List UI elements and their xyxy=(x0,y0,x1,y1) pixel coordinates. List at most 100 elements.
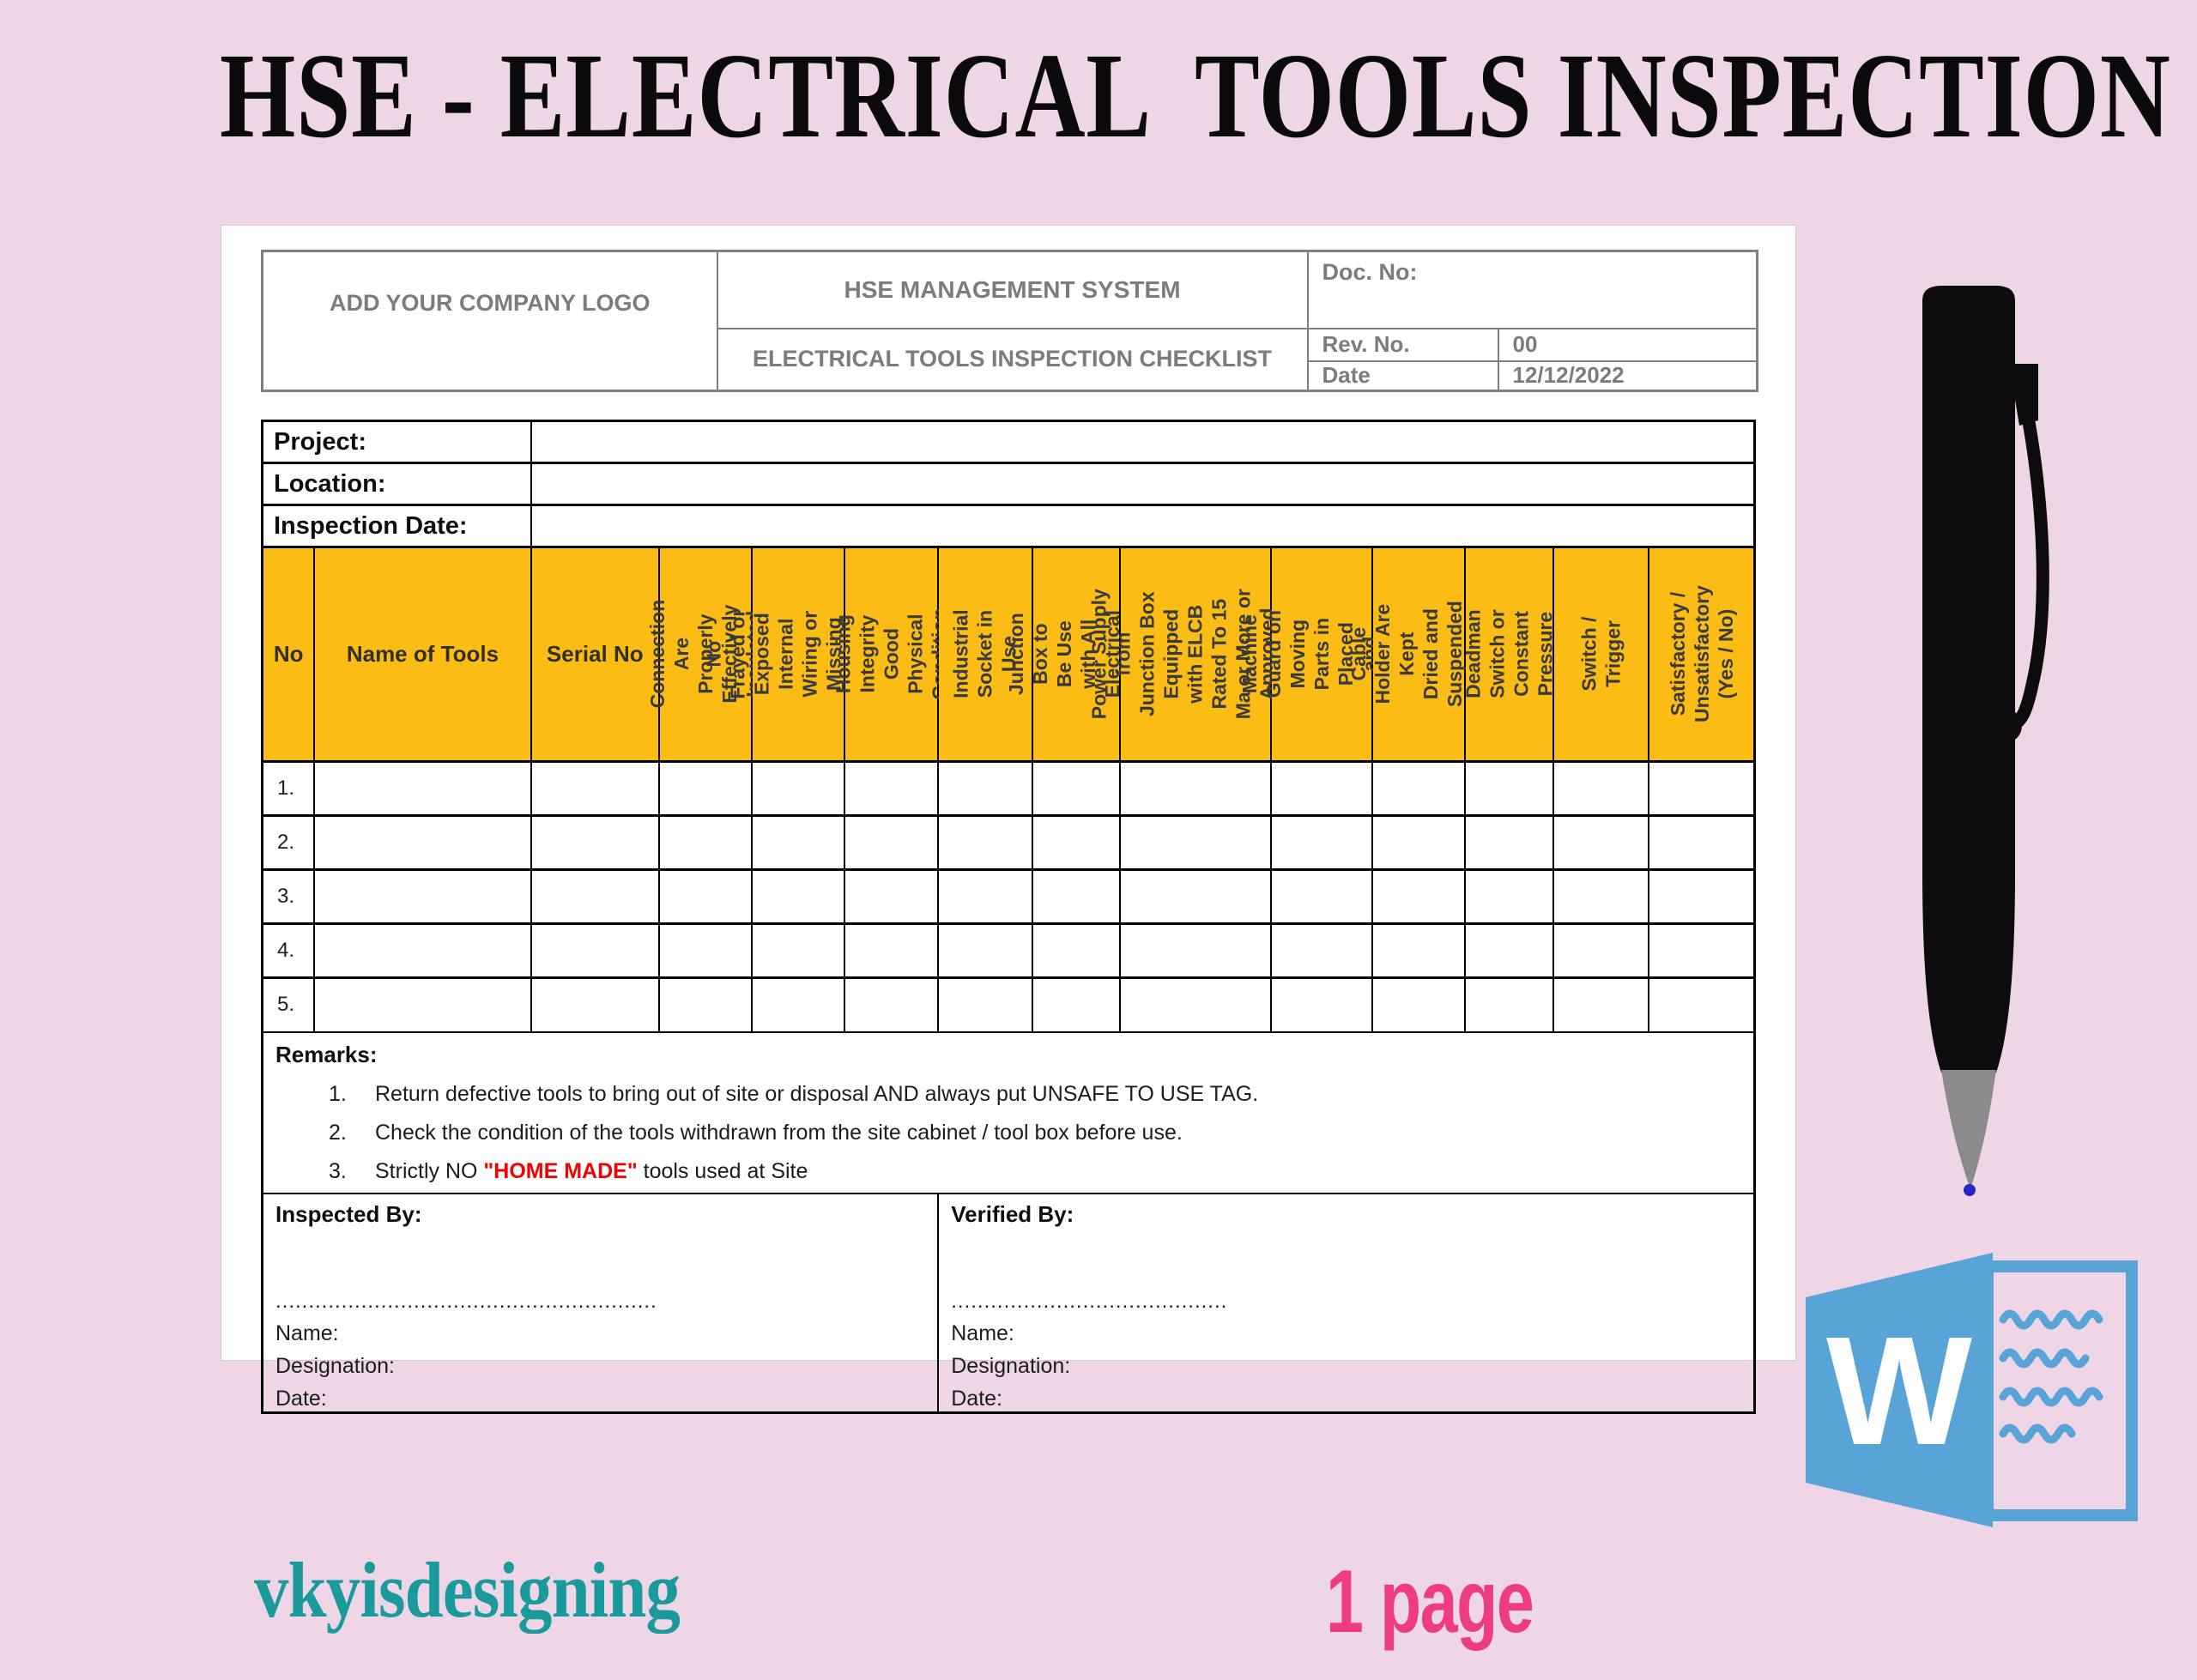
table-row: 2. xyxy=(261,814,1756,871)
remark-number: 1. xyxy=(329,1081,347,1106)
remark-text: Check the condition of the tools withdra… xyxy=(375,1120,1183,1145)
entry-cell xyxy=(1464,814,1554,871)
word-icon: W xyxy=(1806,1253,2138,1527)
col-header-machine-guard: Machine Guard on Moving Parts in Placed … xyxy=(1238,546,1405,763)
project-label: Project: xyxy=(261,420,532,464)
inspected-by-section: Inspected By: ..........................… xyxy=(261,1192,940,1413)
brand-name: vkyisdesigning xyxy=(254,1546,681,1634)
remarks-section: Remarks: 1. Return defective tools to br… xyxy=(261,1030,1756,1194)
entry-cell xyxy=(658,976,753,1033)
verified-by-section: Verified By: ...........................… xyxy=(937,1192,1756,1413)
company-logo-placeholder: ADD YOUR COMPANY LOGO xyxy=(261,250,718,392)
table-row: 1. xyxy=(261,760,1756,817)
pen-icon xyxy=(1922,286,2049,1196)
entry-cell xyxy=(530,922,661,979)
date-label: Date: xyxy=(275,1386,327,1411)
name-label: Name: xyxy=(275,1320,339,1345)
col-header-deadman-switch: Deadman Switch or Constant Pressure xyxy=(1462,546,1556,763)
entry-cell xyxy=(1371,922,1467,979)
rev-no-value: 00 xyxy=(1497,327,1758,362)
entry-cell xyxy=(1119,814,1272,871)
col-header-housing-integrity: Housing Integrity Good Physical Conditio… xyxy=(832,546,951,763)
doc-header-table: ADD YOUR COMPANY LOGO HSE MANAGEMENT SYS… xyxy=(261,250,1758,392)
row-number: 5. xyxy=(261,976,316,1033)
entry-cell xyxy=(1269,760,1374,817)
entry-cell xyxy=(1119,760,1272,817)
word-letter: W xyxy=(1826,1305,1972,1478)
word-doc-lines xyxy=(1999,1309,2103,1444)
signature-dots: ........................................… xyxy=(951,1289,1228,1313)
date-label: Date: xyxy=(951,1386,1002,1411)
designation-label: Designation: xyxy=(275,1353,395,1378)
col-header-serial-no: Serial No xyxy=(530,546,661,763)
rev-no-label: Rev. No. xyxy=(1306,327,1499,362)
entry-cell xyxy=(313,868,532,925)
entry-cell xyxy=(1031,760,1122,817)
entry-cell xyxy=(1371,760,1467,817)
inspection-date-label: Inspection Date: xyxy=(261,504,532,548)
entry-cell xyxy=(1119,922,1272,979)
entry-cell xyxy=(843,922,940,979)
home-made-warning: "HOME MADE" xyxy=(483,1158,638,1183)
checklist-title: ELECTRICAL TOOLS INSPECTION CHECKLIST xyxy=(716,327,1309,392)
entry-cell xyxy=(658,922,753,979)
entry-cell xyxy=(1119,976,1272,1033)
entry-cell xyxy=(843,760,940,817)
entry-cell xyxy=(1464,922,1554,979)
entry-cell xyxy=(1647,814,1756,871)
location-row: Location: xyxy=(261,462,1756,506)
entry-cell xyxy=(658,868,753,925)
row-number: 1. xyxy=(261,760,316,817)
date-label: Date xyxy=(1306,360,1499,392)
col-header-cable-holder: Cable Holder Are Kept Dried and Suspende… xyxy=(1347,546,1490,763)
entry-cell xyxy=(937,868,1033,925)
entry-cell xyxy=(1464,760,1554,817)
col-header-connection-insulated: Connection Are Properly Effectively Insu… xyxy=(646,546,765,763)
entry-cell xyxy=(1647,868,1756,925)
inspected-by-label: Inspected By: xyxy=(275,1200,422,1227)
table-row: 3. xyxy=(261,868,1756,925)
entry-cell xyxy=(750,868,845,925)
col-header-satisfactory: Satisfactory / Unsatisfactory (Yes / No) xyxy=(1647,546,1756,763)
entry-cell xyxy=(843,868,940,925)
entry-cell xyxy=(1371,868,1467,925)
entry-cell xyxy=(1647,922,1756,979)
entry-cell xyxy=(1031,976,1122,1033)
page-title: HSE - ELECTRICAL TOOLS INSPECTION LIST xyxy=(220,27,2197,163)
remark-number: 3. xyxy=(329,1158,347,1183)
page-count-label: 1 page xyxy=(1326,1552,1534,1652)
designation-label: Designation: xyxy=(951,1353,1071,1378)
entry-cell xyxy=(1552,976,1649,1033)
location-label: Location: xyxy=(261,462,532,506)
entry-cell xyxy=(1552,922,1649,979)
remark-text: Return defective tools to bring out of s… xyxy=(375,1081,1259,1106)
col-header-no: No xyxy=(261,546,316,763)
entry-cell xyxy=(658,760,753,817)
col-header-name-of-tools: Name of Tools xyxy=(313,546,532,763)
entry-cell xyxy=(1464,976,1554,1033)
entry-cell xyxy=(843,976,940,1033)
remark-item: 2. Check the condition of the tools with… xyxy=(329,1121,1745,1145)
entry-cell xyxy=(313,976,532,1033)
row-number: 2. xyxy=(261,814,316,871)
col-header-industrial-socket: Industrial Socket in Use xyxy=(937,546,1033,763)
project-row: Project: xyxy=(261,420,1756,464)
col-header-switch-trigger: Switch / Trigger xyxy=(1552,546,1649,763)
entry-cell xyxy=(937,814,1033,871)
entry-cell xyxy=(843,814,940,871)
entry-cell xyxy=(530,760,661,817)
remark-number: 2. xyxy=(329,1120,347,1145)
remark-item: 3. Strictly NO "HOME MADE" tools used at… xyxy=(329,1159,1745,1184)
entry-cell xyxy=(1647,976,1756,1033)
entry-cell xyxy=(530,976,661,1033)
col-header-power-supply-elcb: Power Supply from Junction Box Equipped … xyxy=(1088,546,1303,763)
document-preview: ADD YOUR COMPANY LOGO HSE MANAGEMENT SYS… xyxy=(221,226,1795,1414)
remark-text: Strictly NO "HOME MADE" tools used at Si… xyxy=(375,1158,808,1183)
entry-cell xyxy=(750,760,845,817)
row-number: 4. xyxy=(261,922,316,979)
name-label: Name: xyxy=(951,1320,1014,1345)
entry-cell xyxy=(313,760,532,817)
inspection-date-row: Inspection Date: xyxy=(261,504,1756,548)
entry-cell xyxy=(1269,868,1374,925)
entry-cell xyxy=(1371,814,1467,871)
